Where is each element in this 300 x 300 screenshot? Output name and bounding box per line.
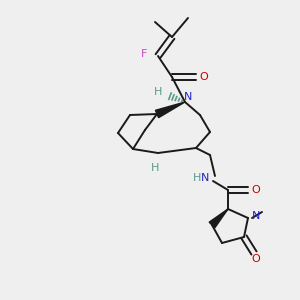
Polygon shape	[209, 209, 228, 228]
Text: H: H	[151, 163, 159, 173]
Polygon shape	[155, 102, 185, 118]
Text: H: H	[193, 173, 201, 183]
Text: O: O	[252, 185, 260, 195]
Text: F: F	[141, 49, 147, 59]
Text: N: N	[201, 173, 209, 183]
Text: O: O	[200, 72, 208, 82]
Text: H: H	[154, 87, 162, 97]
Text: N: N	[252, 211, 260, 221]
Text: N: N	[184, 92, 192, 102]
Text: O: O	[252, 254, 260, 264]
